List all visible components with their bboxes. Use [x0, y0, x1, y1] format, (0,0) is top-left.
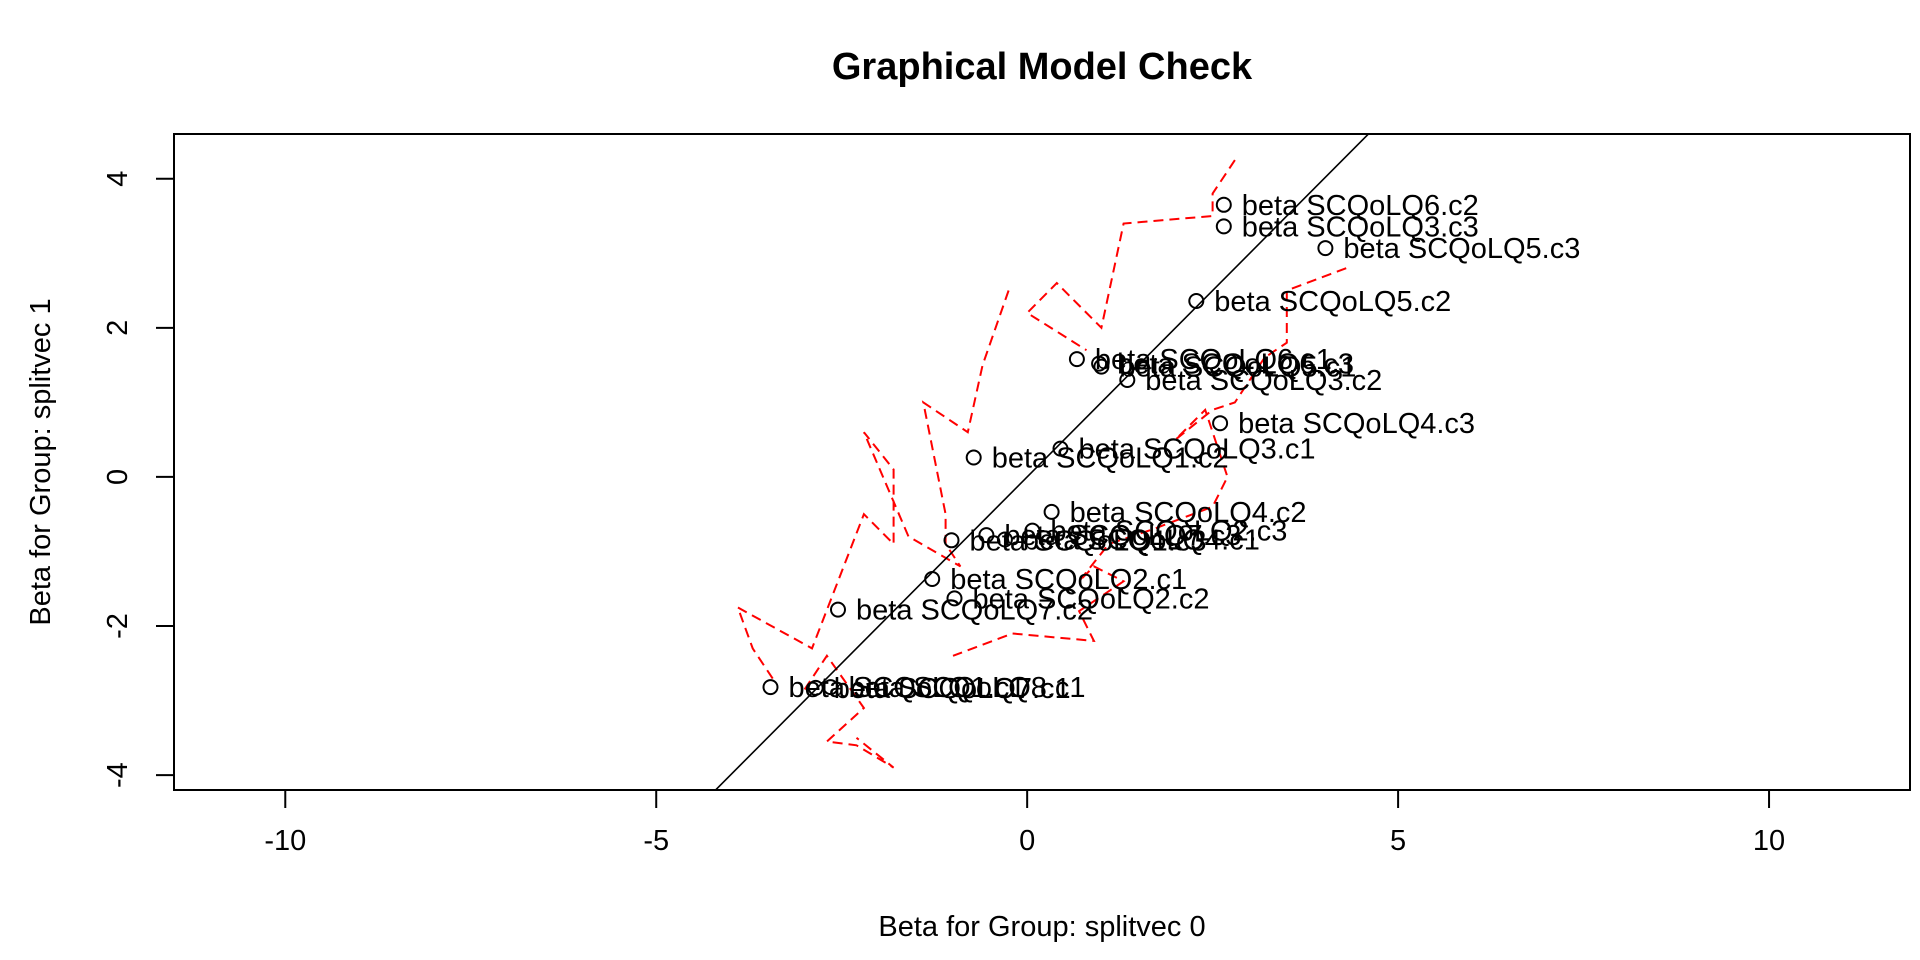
data-point-label: beta SCQoLQ3.c1: [1079, 434, 1316, 466]
data-point-label: beta SCQoLQ4.c1: [1023, 525, 1260, 557]
data-point: [946, 590, 963, 607]
data-point-label: beta SCQoLQ6.c3: [1117, 349, 1354, 381]
data-point-label: beta SCQoLQ2.c1: [950, 564, 1187, 596]
data-point: [762, 679, 779, 696]
y-axis: -4 -2 0 2 4: [102, 171, 175, 788]
data-point-label: beta SCQoLQ6.c1: [1095, 344, 1332, 376]
data-point-label: beta SCQoLQ4.c2: [1070, 497, 1307, 529]
confidence-band-1: [1025, 159, 1236, 352]
data-point-label: beta SCQoLQ7.c2: [856, 595, 1093, 627]
data-point: [978, 527, 995, 544]
chart-title: Graphical Model Check: [832, 46, 1253, 88]
data-point-label: beta SCQoLQ1.c1: [789, 672, 1026, 704]
data-point: [1119, 372, 1136, 388]
data-point-label: beta SCQoLQ3.c3: [1242, 211, 1479, 243]
data-point-label: beta SCQoLQ7.c3: [1004, 520, 1241, 552]
data-point: [822, 679, 839, 696]
data-point-label: beta SCQoLQ1.c2: [992, 443, 1229, 475]
data-point: [1317, 240, 1334, 257]
identity-line: [714, 134, 1370, 790]
data-point: [830, 601, 846, 618]
data-point: [1212, 415, 1229, 432]
data-point-label: beta SCQoLQ1.c3: [970, 525, 1207, 557]
x-tick-label: 10: [1753, 825, 1785, 857]
data-point-label: beta SCQoLQ2.c2: [973, 583, 1210, 615]
data-point-label: beta SCQoLQ6.c2: [1242, 190, 1479, 222]
x-tick-label: 0: [1019, 825, 1035, 857]
y-axis-label: Beta for Group: splitvec 1: [25, 298, 57, 625]
data-point: [1215, 218, 1232, 235]
data-point: [1024, 522, 1041, 539]
confidence-band-4: [952, 267, 1347, 657]
data-point-label: beta SCQoLQ4.c3: [1238, 408, 1475, 440]
data-point: [1188, 293, 1205, 309]
data-point: [924, 571, 941, 587]
data-point: [1043, 503, 1060, 520]
data-point-label: beta SCQoLQ5.c1: [1119, 352, 1356, 384]
x-tick-label: -5: [643, 825, 669, 857]
data-point: [1093, 358, 1110, 375]
y-tick-label: -4: [102, 762, 134, 788]
x-tick-label: -10: [264, 825, 306, 857]
x-axis: -10 -5 0 5 10: [264, 789, 1785, 857]
data-point-label: beta SCQoLQ5.c3: [1343, 233, 1580, 265]
confidence-band-3: [803, 654, 895, 769]
y-tick-label: -2: [102, 613, 134, 639]
data-point: [1068, 351, 1085, 368]
x-tick-label: 5: [1390, 825, 1406, 857]
data-point-label: beta SCQoLQ3.c2: [1145, 365, 1382, 397]
data-point: [1091, 355, 1108, 372]
y-tick-label: 4: [102, 171, 134, 187]
data-point: [996, 531, 1013, 548]
data-point: [1052, 440, 1069, 457]
data-point: [1215, 196, 1232, 213]
x-axis-label: Beta for Group: splitvec 0: [878, 911, 1205, 943]
data-point-label: beta SCQoLQ2.c3: [1050, 516, 1287, 548]
data-point: [965, 449, 982, 466]
y-tick-label: 0: [102, 469, 134, 485]
confidence-band-2: [735, 290, 1010, 683]
data-point-label: beta SCQoLQ7.c1: [834, 673, 1071, 705]
data-point: [943, 532, 960, 549]
y-tick-label: 2: [102, 320, 134, 336]
data-point-label: beta SCQoLQ8.c1: [849, 672, 1086, 704]
data-point-label: beta SCQoLQ5.c2: [1214, 286, 1451, 318]
